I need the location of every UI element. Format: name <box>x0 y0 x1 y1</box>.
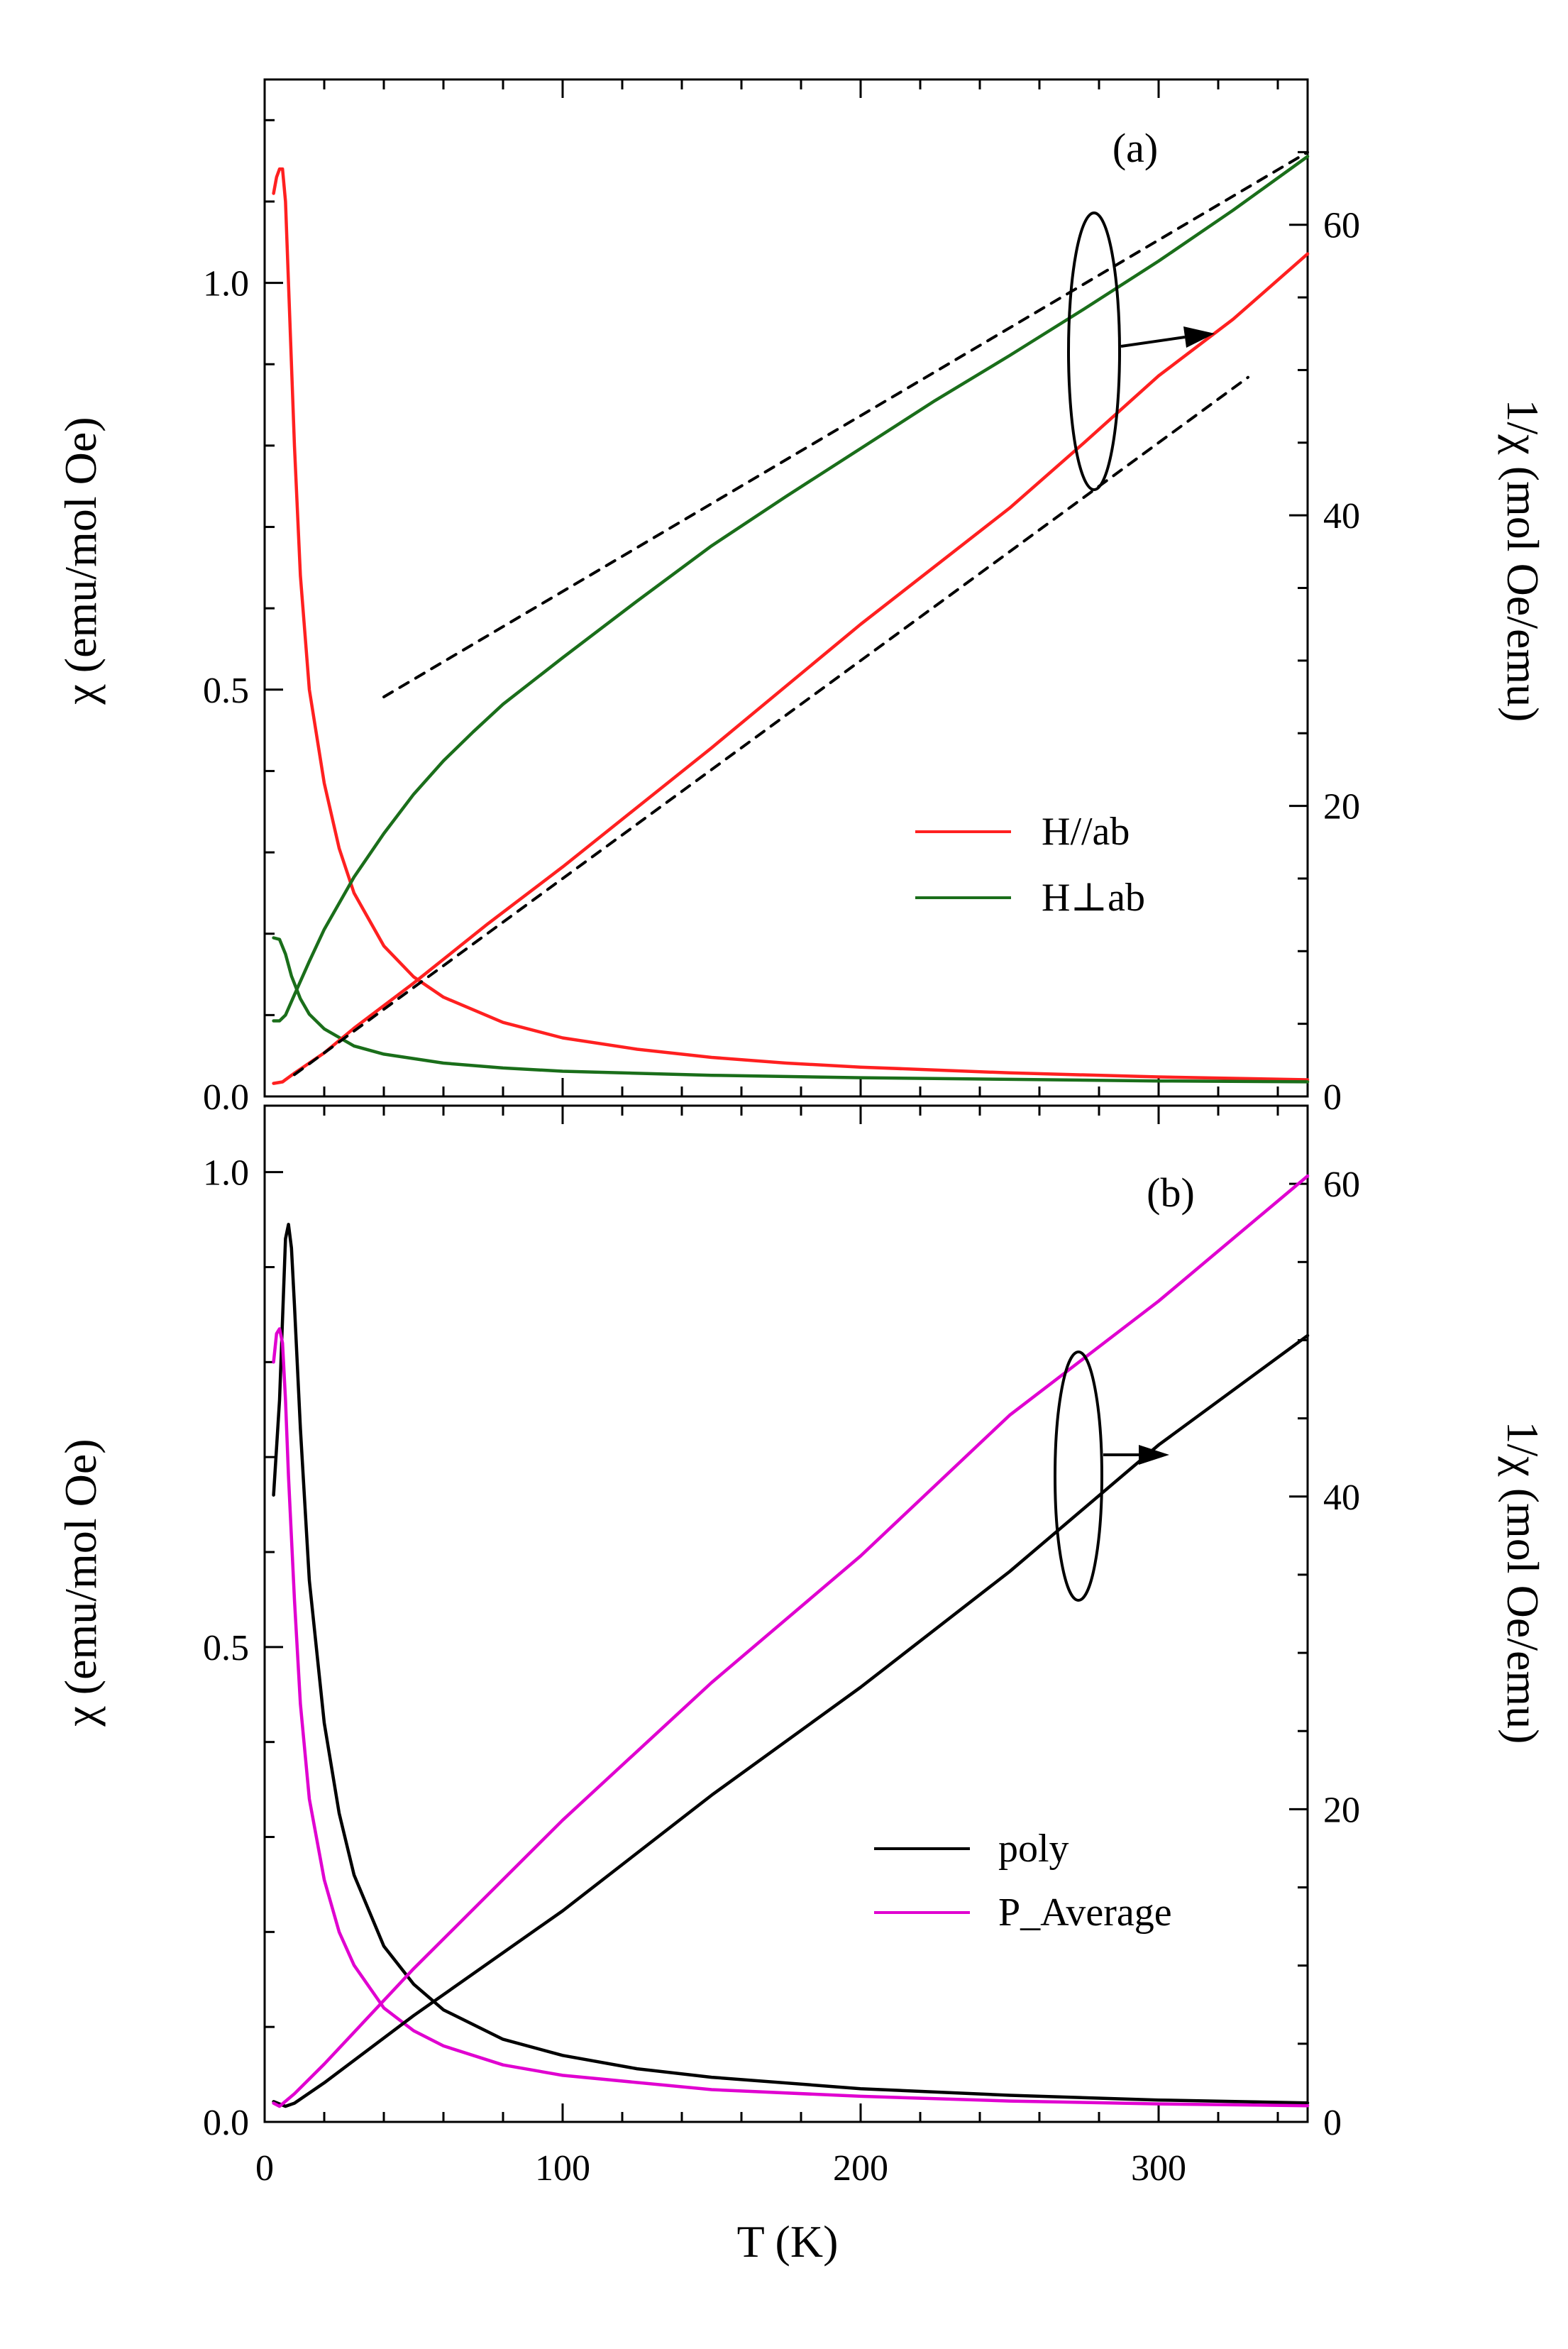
left-tick-label: 1.0 <box>203 1153 249 1194</box>
series-p-average-1 <box>272 1174 1310 2108</box>
right-tick-label: 0 <box>1323 2103 1342 2143</box>
series-p-average <box>272 1327 1310 2108</box>
right-tick-label: 20 <box>1323 787 1360 827</box>
panel-a-right-axis-title: 1/χ (mol Oe/emu) <box>1498 400 1548 722</box>
series-h-ab-1-linear-fit <box>382 150 1309 698</box>
left-tick-label: 0.5 <box>203 1628 249 1668</box>
series-h-ab-1 <box>272 252 1310 1085</box>
left-tick-label: 0.0 <box>203 2103 249 2143</box>
x-axis-title: T (K) <box>737 2216 839 2267</box>
panel-b-legend: poly P_Average <box>874 1827 1172 1935</box>
legend-label-h-parallel-ab: H//ab <box>1042 810 1130 854</box>
panel-a-ticks: 0.0 0.5 1.0 0 20 40 60 <box>203 78 1360 1118</box>
right-tick-label: 20 <box>1323 1790 1360 1830</box>
x-tick-label: 0 <box>255 2148 274 2189</box>
panel-b: 0 100 200 300 0.0 0.5 1.0 0 20 40 60 (b) χ (emu/mo… <box>55 1104 1548 2189</box>
panel-a-series <box>272 150 1310 1085</box>
annotation-ellipse <box>1054 1350 1103 1602</box>
annotation-ellipse <box>1067 211 1121 491</box>
annotation-arrowhead <box>1139 1445 1169 1465</box>
panel-a-label: (a) <box>1112 125 1158 171</box>
panel-b-label: (b) <box>1147 1170 1195 1216</box>
panel-b-right-axis-title: 1/χ (mol Oe/emu) <box>1498 1421 1548 1744</box>
left-tick-label: 0.5 <box>203 671 249 711</box>
right-tick-label: 0 <box>1323 1077 1342 1118</box>
panel-b-left-axis-title: χ (emu/mol Oe) <box>55 1438 106 1727</box>
panel-a-ellipse-annotation <box>1067 211 1215 491</box>
legend-label-poly: poly <box>998 1827 1069 1871</box>
panel-a: 0.0 0.5 1.0 0 20 40 60 (a) χ (emu/mol Oe) 1/χ … <box>55 78 1548 1118</box>
x-tick-label: 200 <box>833 2148 888 2189</box>
series-poly <box>272 1223 1310 2105</box>
right-tick-label: 60 <box>1323 1165 1360 1205</box>
series-poly-1 <box>272 1333 1310 2108</box>
series-h-ab-1-linear-fit <box>293 375 1249 1077</box>
left-tick-label: 1.0 <box>203 264 249 304</box>
panel-b-frame <box>263 1104 1309 2123</box>
series-h-ab-1 <box>272 155 1310 1023</box>
right-tick-label: 40 <box>1323 496 1360 537</box>
series-h-ab <box>272 936 1310 1084</box>
legend-label-p-average: P_Average <box>998 1891 1172 1935</box>
panel-b-ellipse-annotation <box>1054 1350 1169 1602</box>
annotation-arrow-line <box>1120 336 1186 348</box>
panel-a-left-axis-title: χ (emu/mol Oe) <box>55 417 106 705</box>
legend-label-h-perp-ab: H⊥ab <box>1042 876 1145 920</box>
series-h-ab <box>272 167 1310 1082</box>
right-tick-label: 60 <box>1323 206 1360 246</box>
panel-b-series <box>272 1174 1310 2108</box>
annotation-arrowhead <box>1183 326 1215 348</box>
right-tick-label: 40 <box>1323 1478 1360 1518</box>
left-tick-label: 0.0 <box>203 1077 249 1118</box>
panel-b-ticks: 0 100 200 300 0.0 0.5 1.0 0 20 40 60 <box>203 1104 1360 2189</box>
panel-a-legend: H//ab H⊥ab <box>915 810 1145 920</box>
x-tick-label: 100 <box>535 2148 590 2189</box>
x-tick-label: 300 <box>1131 2148 1186 2189</box>
panel-a-frame <box>263 78 1309 1098</box>
